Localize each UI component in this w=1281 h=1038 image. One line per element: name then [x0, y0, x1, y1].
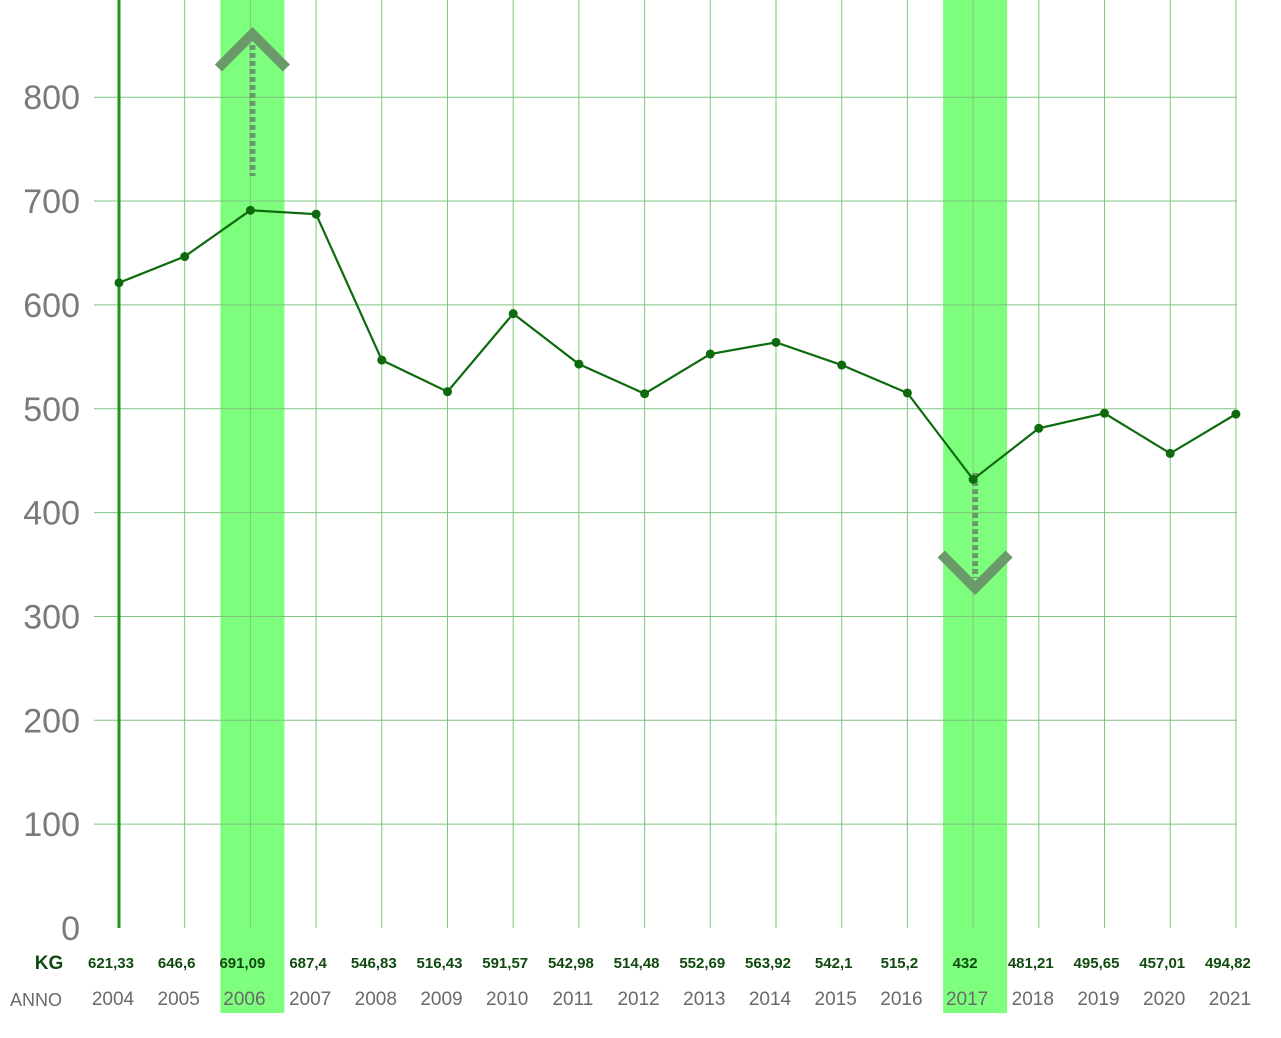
value-label-2010: 591,57: [482, 955, 528, 972]
data-point-2016: [902, 388, 912, 398]
year-label-2021: 2021: [1209, 989, 1251, 1010]
value-labels: 621,33 646,6 691,09 687,4 546,83 516,43 591,57…: [88, 955, 1251, 972]
y-tick-label-400: 400: [23, 495, 80, 533]
data-point-2005: [180, 252, 190, 262]
value-label-2017: 432: [953, 955, 978, 972]
value-label-2014: 563,92: [745, 955, 791, 972]
data-point-2015: [837, 360, 847, 370]
up-arrow-icon: [214, 26, 290, 72]
year-label-2018: 2018: [1012, 989, 1054, 1010]
highlight-arrows: [214, 26, 1013, 596]
value-label-2007: 687,4: [289, 955, 327, 972]
data-point-2011: [574, 359, 584, 369]
value-label-2009: 516,43: [417, 955, 463, 972]
y-tick-label-500: 500: [23, 391, 80, 429]
value-label-2021: 494,82: [1205, 955, 1251, 972]
year-label-2013: 2013: [683, 989, 725, 1010]
y-axis-ticks: 0 100 200 300 400 500 600 700 800: [23, 79, 80, 948]
year-label-2010: 2010: [486, 989, 528, 1010]
year-label-2009: 2009: [420, 989, 462, 1010]
anno-row-label: ANNO: [10, 990, 62, 1010]
value-label-2008: 546,83: [351, 955, 397, 972]
y-tick-label-700: 700: [23, 183, 80, 221]
year-label-2005: 2005: [158, 989, 200, 1010]
data-point-2008: [377, 355, 387, 365]
y-tick-label-200: 200: [23, 702, 80, 740]
value-label-2004: 621,33: [88, 955, 134, 972]
y-tick-label-800: 800: [23, 79, 80, 117]
data-point-2012: [640, 389, 650, 399]
grid: [94, 0, 1237, 928]
year-label-2017: 2017: [946, 989, 988, 1010]
y-tick-label-0: 0: [61, 910, 80, 948]
data-point-2014: [771, 337, 781, 347]
year-labels: 2004 2005 2006 2007 2008 2009 2010 2011 2012 2013…: [92, 989, 1251, 1010]
down-arrow-icon: [937, 550, 1013, 596]
data-point-2004: [114, 278, 124, 288]
value-label-2013: 552,69: [679, 955, 725, 972]
value-label-2012: 514,48: [614, 955, 660, 972]
value-label-2019: 495,65: [1074, 955, 1120, 972]
highlight-layer: [220, 0, 1008, 1013]
data-point-2021: [1231, 409, 1241, 419]
y-tick-label-600: 600: [23, 287, 80, 325]
value-label-2005: 646,6: [158, 955, 196, 972]
data-point-2019: [1100, 408, 1109, 418]
value-label-2015: 542,1: [815, 955, 853, 972]
data-point-2009: [443, 387, 452, 397]
data-point-2018: [1034, 423, 1044, 433]
data-point-2007: [311, 209, 321, 219]
year-label-2008: 2008: [355, 989, 397, 1010]
year-label-2006: 2006: [223, 989, 265, 1010]
value-label-2018: 481,21: [1008, 955, 1054, 972]
value-label-2016: 515,2: [881, 955, 919, 972]
year-label-2007: 2007: [289, 989, 331, 1010]
year-label-2019: 2019: [1077, 989, 1119, 1010]
year-label-2014: 2014: [749, 989, 792, 1010]
data-point-2013: [705, 349, 715, 359]
year-label-2011: 2011: [552, 989, 593, 1010]
data-point-2020: [1165, 448, 1175, 458]
year-label-2020: 2020: [1143, 989, 1185, 1010]
year-label-2004: 2004: [92, 989, 135, 1010]
year-label-2012: 2012: [617, 989, 659, 1010]
value-label-2006: 691,09: [219, 955, 265, 972]
kg-row-label: KG: [35, 953, 64, 974]
data-point-2017: [968, 474, 978, 484]
data-point-2010: [508, 309, 518, 319]
year-label-2015: 2015: [815, 989, 857, 1010]
series-path: [118, 209, 1237, 481]
y-tick-label-300: 300: [23, 598, 80, 636]
year-label-2016: 2016: [880, 989, 922, 1010]
series-line: [114, 205, 1241, 484]
value-label-2011: 542,98: [548, 955, 594, 972]
data-point-2006: [245, 205, 255, 215]
y-tick-label-100: 100: [23, 806, 80, 844]
value-label-2020: 457,01: [1139, 955, 1185, 972]
